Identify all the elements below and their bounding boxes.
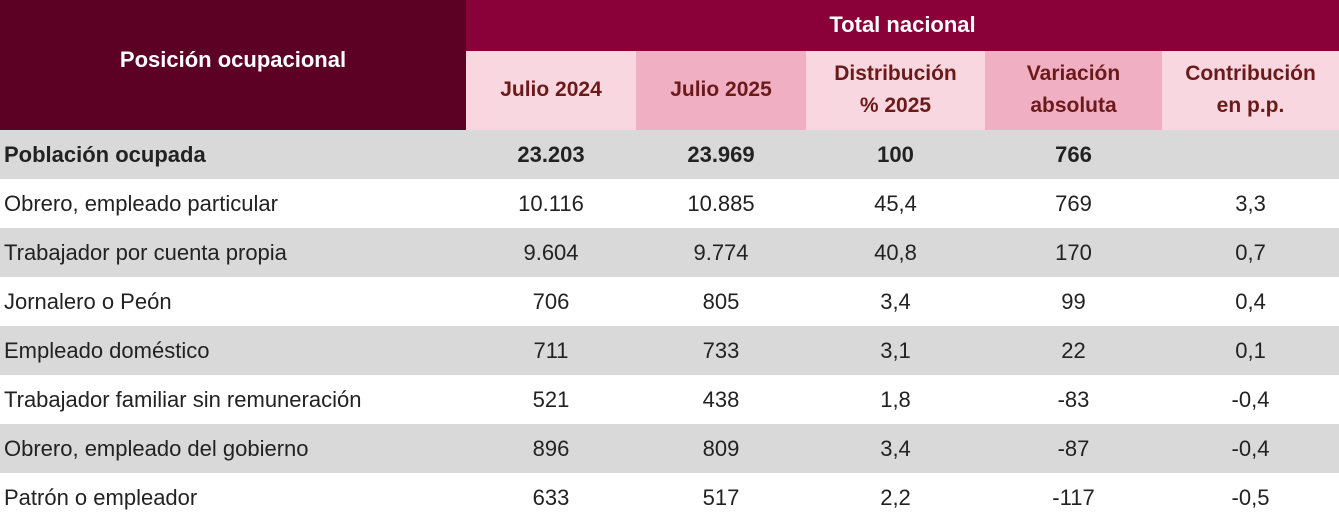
cell-value: 711 bbox=[466, 326, 636, 375]
cell-value: 2,2 bbox=[880, 484, 911, 510]
table-row: Obrero, empleado particular 10.116 10.885 4… bbox=[0, 179, 1339, 228]
row-label: Obrero, empleado del gobierno bbox=[0, 424, 466, 473]
cell-value: 0,4 bbox=[1235, 288, 1266, 314]
total-row: Población ocupada 23.203 23.969 100 766 bbox=[0, 130, 1339, 179]
header-group: Total nacional bbox=[466, 0, 1339, 51]
cell-value: 809 bbox=[636, 424, 806, 473]
cell-value: 9.774 bbox=[636, 228, 806, 277]
cell-value: 0,7 bbox=[1162, 228, 1339, 277]
row-label: Jornalero o Peón bbox=[4, 288, 172, 314]
table-row: Patrón o empleador 633 517 2,2 -117 -0,5 bbox=[0, 473, 1339, 522]
cell-value: 40,8 bbox=[806, 228, 985, 277]
cell-value: 1,8 bbox=[880, 386, 911, 412]
row-label: Trabajador por cuenta propia bbox=[0, 228, 466, 277]
cell-value: 3,1 bbox=[806, 326, 985, 375]
cell-value: 521 bbox=[532, 386, 570, 412]
col-distribucion: Distribución % 2025 bbox=[806, 50, 985, 130]
cell-value: 896 bbox=[466, 424, 636, 473]
table-row: Trabajador por cuenta propia 9.604 9.774 40… bbox=[0, 228, 1339, 277]
cell-value: 10.116 bbox=[518, 190, 584, 216]
cell-value: 170 bbox=[985, 228, 1162, 277]
cell-value: -0,4 bbox=[1231, 386, 1270, 412]
col-contribucion: Contribución en p.p. bbox=[1162, 50, 1339, 130]
cell-value: -87 bbox=[985, 424, 1162, 473]
cell-value: 766 bbox=[985, 130, 1162, 179]
cell-value: 805 bbox=[702, 288, 740, 314]
cell-value: 99 bbox=[1061, 288, 1086, 314]
table-row: Empleado doméstico 711 733 3,1 22 0,1 bbox=[0, 326, 1339, 375]
cell-value: 45,4 bbox=[874, 190, 917, 216]
col-julio-2024: Julio 2024 bbox=[466, 50, 636, 130]
cell-value: 10.885 bbox=[687, 190, 755, 216]
cell-value: -83 bbox=[1057, 386, 1090, 412]
row-label: Patrón o empleador bbox=[4, 484, 198, 510]
cell-value: 438 bbox=[702, 386, 740, 412]
cell-value: 23.203 bbox=[466, 130, 636, 179]
cell-value: -0,4 bbox=[1162, 424, 1339, 473]
cell-value: 3,3 bbox=[1235, 190, 1266, 216]
cell-value: -0,5 bbox=[1231, 484, 1270, 510]
cell-value: 706 bbox=[532, 288, 570, 314]
cell-value: 3,4 bbox=[880, 288, 911, 314]
header-row-label: Posición ocupacional bbox=[0, 0, 466, 130]
row-label: Población ocupada bbox=[0, 130, 466, 179]
row-label: Empleado doméstico bbox=[0, 326, 466, 375]
row-label: Trabajador familiar sin remuneración bbox=[4, 386, 362, 412]
table-row: Obrero, empleado del gobierno 896 809 3,4 -8… bbox=[0, 424, 1339, 473]
cell-value: 22 bbox=[985, 326, 1162, 375]
cell-value bbox=[1162, 130, 1339, 179]
table-row: Jornalero o Peón 706 805 3,4 99 0,4 bbox=[0, 277, 1339, 326]
cell-value: 9.604 bbox=[466, 228, 636, 277]
cell-value: 733 bbox=[636, 326, 806, 375]
table-row: Trabajador familiar sin remuneración 521 4… bbox=[0, 375, 1339, 424]
cell-value: 769 bbox=[1055, 190, 1092, 216]
cell-value: 23.969 bbox=[636, 130, 806, 179]
row-label: Obrero, empleado particular bbox=[4, 190, 278, 216]
col-variacion: Variación absoluta bbox=[985, 50, 1162, 130]
cell-value: 0,1 bbox=[1162, 326, 1339, 375]
cell-value: 3,4 bbox=[806, 424, 985, 473]
cell-value: -117 bbox=[1052, 484, 1095, 510]
cell-value: 100 bbox=[806, 130, 985, 179]
cell-value: 633 bbox=[532, 484, 570, 510]
cell-value: 517 bbox=[702, 484, 740, 510]
col-julio-2025: Julio 2025 bbox=[636, 50, 806, 130]
